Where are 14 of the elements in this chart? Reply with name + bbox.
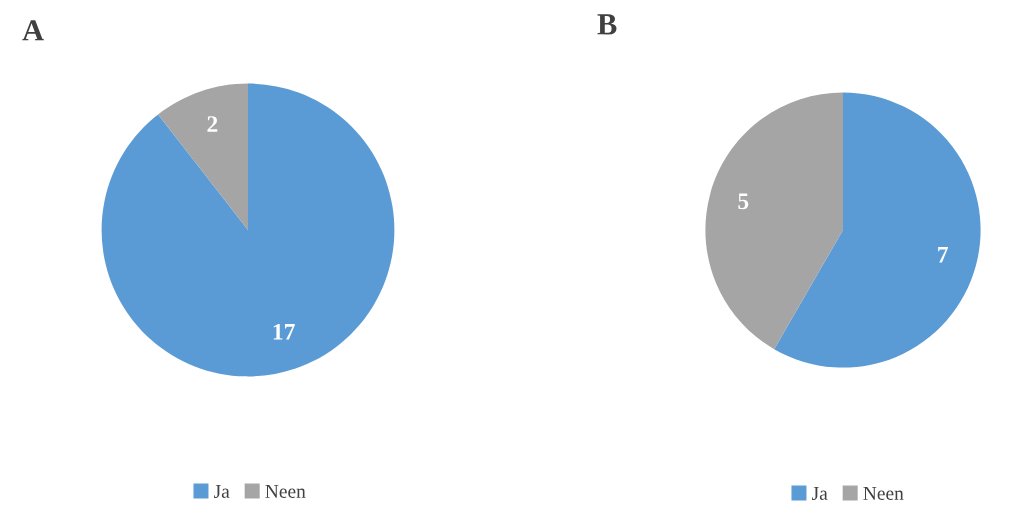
data-label: 2 [207,116,218,132]
data-label: 5 [738,193,749,210]
legend-label: Ja [812,487,828,500]
chart-title: B [597,14,617,35]
legend-label: Ja [214,485,230,498]
chart-title: A [22,20,44,41]
pie-slice [101,83,395,377]
pie-slice [705,92,843,350]
data-label: 7 [938,246,949,263]
pie-slice [774,92,981,368]
data-label: 17 [273,323,295,340]
legend-label: Neen [265,485,306,498]
pie-slice [158,83,248,230]
legend-label: Neen [863,487,904,500]
